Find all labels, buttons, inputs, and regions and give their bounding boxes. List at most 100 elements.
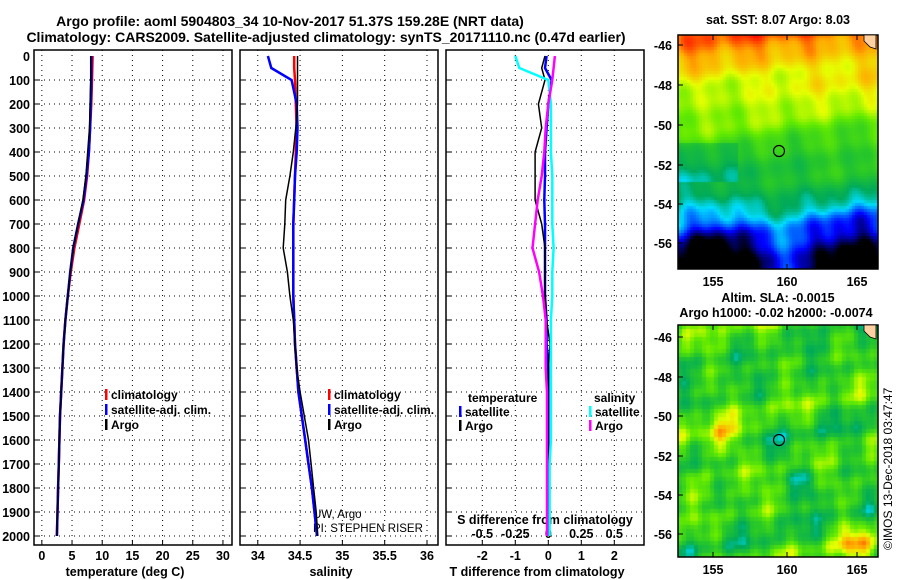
map-x-tick-label: 160 [777,563,798,577]
x-tick-label: 10 [95,549,109,563]
y-tick-label: 1200 [2,338,30,352]
credit-line2: PI: STEPHEN RISER [313,523,423,535]
map-y-tick-label: -54 [654,489,672,503]
legend-label: climatology [334,388,401,402]
series-salinity-argo [531,55,557,536]
s-axis-label: S difference from climatology [457,513,633,527]
legend-swatch [459,420,462,431]
y-tick-label: 1600 [2,434,30,448]
x-tick-label: 30 [216,549,230,563]
legend-title-temperature: temperature [468,391,538,405]
x-tick-label: 36 [420,549,434,563]
y-tick-label: 200 [9,98,30,112]
legend-swatch [589,406,592,417]
x-tick-label: 25 [186,549,200,563]
series-argo [282,56,319,537]
x-tick-label: 34 [251,549,265,563]
sst-map [678,35,878,269]
y-tick-label: 1900 [2,506,30,520]
legend-label: climatology [111,388,178,402]
map-y-tick-label: -50 [654,410,672,424]
copyright-text: ©IMOS 13-Dec-2018 03:47:47 [881,387,895,550]
x-tick-label: 20 [156,549,170,563]
y-tick-label: 1000 [2,290,30,304]
legend-label: satellite [595,405,640,419]
legend-swatch [459,406,462,417]
coastline-land [863,34,877,50]
x-tick-label: 2 [611,549,618,563]
x-tick-label: 5 [69,549,76,563]
map-x-tick-label: 155 [703,275,724,289]
x-axis-label: temperature (deg C) [66,565,185,579]
map-y-tick-label: -52 [654,450,672,464]
x-tick-label: -2 [477,549,488,563]
series-temperature-argo [534,55,551,536]
y-tick-label: 0 [23,50,30,64]
y-tick-label: 800 [9,242,30,256]
sla-map-title: Altim. SLA: -0.0015 [721,291,834,305]
x-tick-label: 0 [545,549,552,563]
y-tick-label: 100 [9,74,30,88]
map-x-tick-label: 155 [703,563,724,577]
series-argo [56,56,92,537]
y-tick-label: 1300 [2,362,30,376]
plot-frame [33,49,233,546]
legend-label: satellite-adj. clim. [334,403,434,417]
map-y-tick-label: -46 [654,331,672,345]
y-tick-label: 900 [9,266,30,280]
y-tick-label: 700 [9,218,30,232]
map-frame [677,324,879,558]
y-tick-label: 1800 [2,482,30,496]
legend-label: satellite-adj. clim. [111,403,211,417]
y-tick-label: 300 [9,122,30,136]
map-x-tick-label: 160 [777,275,798,289]
sst-map-title: sat. SST: 8.07 Argo: 8.03 [706,13,850,27]
s-tick-label: 0.5 [606,527,623,541]
legend-swatch [105,389,108,400]
map-x-tick-label: 165 [847,563,868,577]
s-tick-label: -0.5 [472,527,494,541]
map-y-tick-label: -56 [654,528,672,542]
coastline-land [863,324,877,340]
legend-swatch [328,404,331,415]
x-tick-label: 35 [335,549,349,563]
x-tick-label: 0 [38,549,45,563]
figure-title-line1: Argo profile: aoml 5904803_34 10-Nov-201… [56,13,524,29]
map-frame [677,34,879,270]
legend-label: Argo [111,418,139,432]
map-y-tick-label: -48 [654,79,672,93]
legend-swatch [105,404,108,415]
legend-label: Argo [334,418,362,432]
map-axes-1: 155 160 165 -46 -48 -50 -52 -54 -56 [654,324,879,577]
panel-temperature: 0100200300400500600700800900100011001200… [2,49,233,579]
plot-frame [239,49,439,546]
panel-salinity: 34 34.5 35 35.5 36 salinity climatologysatelli… [239,49,439,579]
y-tick-label: 1100 [3,314,30,328]
series-salinity-satellite [514,55,555,536]
y-tick-label: 400 [9,146,30,160]
legend-swatch [328,419,331,430]
legend-swatch [589,420,592,431]
legend-label: Argo [465,419,493,433]
y-tick-label: 1500 [2,410,30,424]
y-tick-label: 600 [9,194,30,208]
argo-location-marker [772,433,786,447]
legend-swatch [105,419,108,430]
legend-label: satellite [465,405,510,419]
map-y-tick-label: -50 [654,119,672,133]
legend-swatch [328,389,331,400]
x-tick-label: 1 [578,549,585,563]
map-y-tick-label: -46 [654,39,672,53]
map-x-tick-label: 165 [847,275,868,289]
figure-title-line2: Climatology: CARS2009. Satellite-adjuste… [26,29,625,45]
s-tick-label: -0.25 [501,527,530,541]
panel-difference: -2 -1 0 1 2-0.5 -0.25 0 0.25 0.5S difference fro… [445,49,645,579]
y-tick-label: 1400 [2,386,30,400]
x-tick-label: 34.5 [288,549,312,563]
x-tick-label: 15 [125,549,139,563]
sla-map-subtitle: Argo h1000: -0.02 h2000: -0.0074 [679,306,872,320]
argo-location-marker [772,144,786,158]
